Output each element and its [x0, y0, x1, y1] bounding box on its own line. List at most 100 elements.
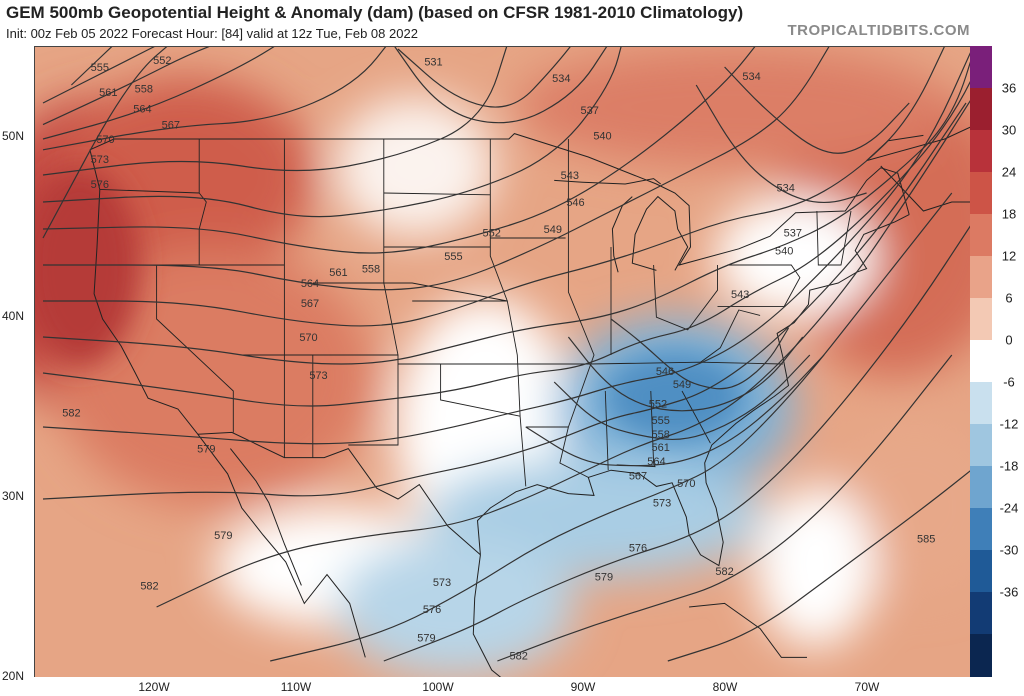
state-border — [604, 390, 609, 471]
brand-watermark: TROPICALTIDBITS.COM — [787, 22, 970, 39]
contour-label: 567 — [301, 298, 319, 310]
state-border — [681, 390, 711, 444]
height-contours — [42, 47, 971, 662]
contour-label: 549 — [544, 224, 562, 236]
colorbar-tick-label: -6 — [1003, 374, 1015, 390]
colorbar-segment — [970, 466, 992, 509]
height-contour — [42, 47, 622, 218]
contour-label: 561 — [652, 442, 670, 454]
contour-label: 540 — [593, 130, 611, 142]
coastline — [472, 554, 502, 677]
state-border — [99, 188, 200, 194]
contour-labels: 5315345375405435465495525555585615645675… — [62, 55, 935, 663]
contour-label: 567 — [629, 471, 647, 483]
height-contour — [553, 354, 811, 441]
colorbar-segment — [970, 172, 992, 215]
lon-label-70w: 70W — [854, 680, 880, 694]
lon-label-90w: 90W — [570, 680, 596, 694]
coastline — [230, 448, 302, 586]
contour-label: 573 — [309, 370, 327, 382]
height-contour — [610, 318, 790, 390]
lon-label-100w: 100W — [422, 680, 454, 694]
contour-label: 546 — [566, 197, 584, 209]
contour-label: 558 — [652, 429, 670, 441]
map-canvas: 5315345375405435465495525555585615645675… — [35, 47, 971, 677]
contour-label: 579 — [197, 444, 215, 456]
colorbar-segment — [970, 424, 992, 467]
contour-label: 582 — [140, 580, 158, 592]
coastline — [611, 196, 633, 273]
height-contour — [42, 47, 155, 104]
colorbar-tick-label: 30 — [1001, 122, 1017, 138]
contour-label: 552 — [649, 399, 667, 411]
contour-label: 564 — [301, 278, 319, 290]
height-contour — [42, 102, 967, 500]
height-contour — [42, 47, 508, 176]
colorbar-tick-label: 12 — [1001, 248, 1017, 264]
height-contour — [667, 469, 971, 662]
contour-label: 582 — [715, 566, 733, 578]
contour-label: 552 — [153, 55, 171, 67]
height-contour — [42, 47, 756, 254]
contour-label: 570 — [299, 332, 317, 344]
colorbar-tick-label: 0 — [1005, 332, 1013, 348]
map-panel: 531 534 537 540 543 546 549 552 555 558 561 564 567 5… — [34, 46, 971, 677]
state-border — [816, 210, 852, 266]
state-border — [156, 265, 234, 433]
height-contour — [567, 336, 804, 412]
contour-label: 561 — [99, 87, 117, 99]
contour-label: 576 — [629, 543, 647, 555]
colorbar-segment — [970, 256, 992, 299]
colorbar-segment — [970, 214, 992, 257]
contour-label: 534 — [742, 71, 760, 83]
contour-label: 564 — [133, 103, 151, 115]
anomaly-core — [35, 167, 745, 442]
coastline — [476, 214, 910, 567]
contour-label: 561 — [329, 267, 347, 279]
state-border — [700, 309, 761, 363]
contour-label: 564 — [647, 456, 665, 468]
colorbar — [970, 46, 992, 677]
contour-label: 582 — [62, 408, 80, 420]
colorbar-segment — [970, 508, 992, 551]
colorbar-segment — [970, 382, 992, 425]
colorbar-segment — [970, 88, 992, 131]
colorbar-segment — [970, 340, 992, 383]
colorbar-segment — [970, 46, 992, 89]
colorbar-tick-label: -30 — [999, 542, 1019, 558]
contour-label: 573 — [91, 154, 109, 166]
height-contour — [156, 98, 971, 608]
colorbar-tick-label: -36 — [999, 584, 1019, 600]
state-border — [198, 139, 207, 265]
lat-label-30n: 30N — [2, 489, 25, 503]
contour-label: 549 — [673, 379, 691, 391]
colorbar-tick-label: 24 — [1001, 164, 1017, 180]
contour-label: 543 — [561, 170, 579, 182]
header: GEM 500mb Geopotential Height & Anomaly … — [0, 0, 1024, 46]
contour-label: 555 — [91, 62, 109, 74]
height-contour — [397, 47, 571, 108]
contour-label: 567 — [162, 120, 180, 132]
contour-label: 573 — [433, 577, 451, 589]
height-contour — [525, 354, 825, 467]
lon-label-110w: 110W — [280, 680, 312, 694]
lat-label-50n: 50N — [2, 129, 25, 143]
height-contour — [497, 354, 953, 662]
contour-label: 585 — [917, 534, 935, 546]
contour-label: 555 — [444, 251, 462, 263]
political-borders — [89, 126, 971, 677]
contour-label: 579 — [214, 530, 232, 542]
contour-label: 537 — [581, 105, 599, 117]
colorbar-segment — [970, 130, 992, 173]
colorbar-tick-label: 36 — [1001, 80, 1017, 96]
state-border — [717, 264, 801, 307]
colorbar-tick-label: 18 — [1001, 206, 1017, 222]
height-contour — [42, 47, 168, 239]
contour-label: 573 — [653, 498, 671, 510]
contour-label: 558 — [362, 264, 380, 276]
height-contour — [42, 78, 971, 407]
height-contour — [695, 84, 867, 204]
height-contour — [42, 47, 387, 151]
height-contour — [42, 49, 971, 445]
map-subtitle: Init: 00z Feb 05 2022 Forecast Hour: [84… — [6, 26, 418, 41]
